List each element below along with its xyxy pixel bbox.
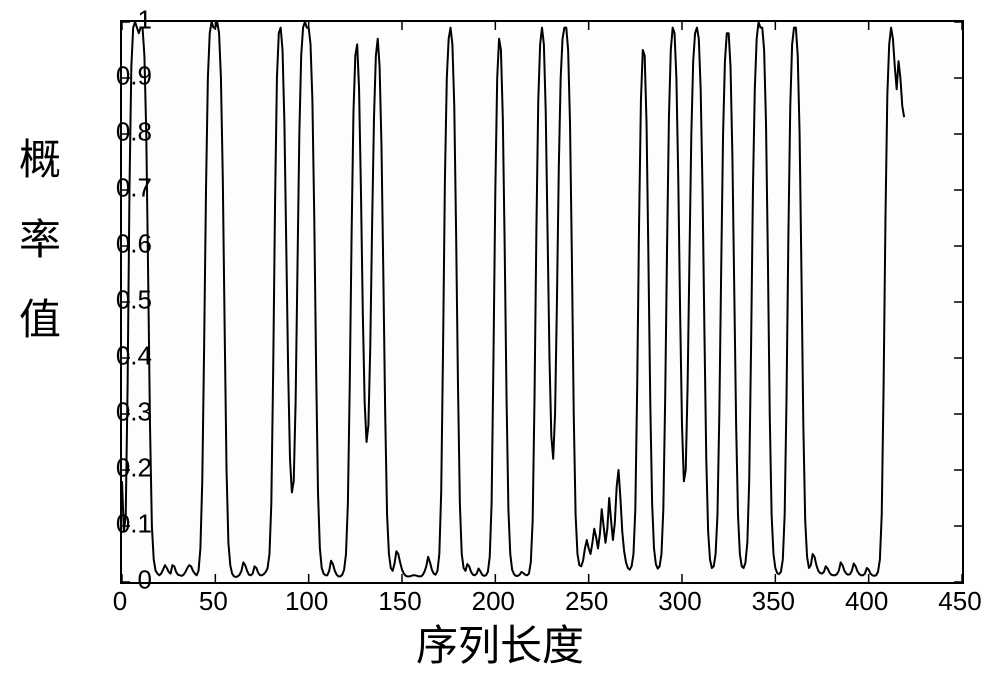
y-tick-label: 1 bbox=[92, 5, 152, 36]
plot-area bbox=[120, 20, 964, 584]
y-tick-label: 0.8 bbox=[92, 117, 152, 148]
ylabel-char-3: 值 bbox=[19, 296, 61, 343]
y-axis-label: 概 率 值 bbox=[10, 120, 70, 359]
y-tick-label: 0.5 bbox=[92, 285, 152, 316]
x-tick-label: 400 bbox=[845, 586, 888, 617]
y-tick-label: 0.1 bbox=[92, 509, 152, 540]
y-tick-label: 0 bbox=[92, 565, 152, 596]
ylabel-char-2: 率 bbox=[19, 216, 61, 263]
x-axis-label: 序列长度 bbox=[0, 612, 1000, 673]
y-tick-label: 0.9 bbox=[92, 61, 152, 92]
x-tick-label: 50 bbox=[199, 586, 228, 617]
x-tick-label: 350 bbox=[752, 586, 795, 617]
plot-svg bbox=[122, 22, 962, 582]
y-tick-label: 0.3 bbox=[92, 397, 152, 428]
x-tick-label: 150 bbox=[378, 586, 421, 617]
ylabel-char-1: 概 bbox=[19, 136, 61, 183]
y-tick-label: 0.6 bbox=[92, 229, 152, 260]
x-tick-label: 450 bbox=[938, 586, 981, 617]
y-tick-label: 0.4 bbox=[92, 341, 152, 372]
x-tick-label: 100 bbox=[285, 586, 328, 617]
y-tick-label: 0.2 bbox=[92, 453, 152, 484]
x-tick-label: 300 bbox=[658, 586, 701, 617]
y-tick-label: 0.7 bbox=[92, 173, 152, 204]
x-tick-label: 250 bbox=[565, 586, 608, 617]
x-tick-label: 200 bbox=[472, 586, 515, 617]
chart-container: 概 率 值 序列长度 0 50 100 150 200 250 300 350 400 450 0… bbox=[0, 0, 1000, 681]
